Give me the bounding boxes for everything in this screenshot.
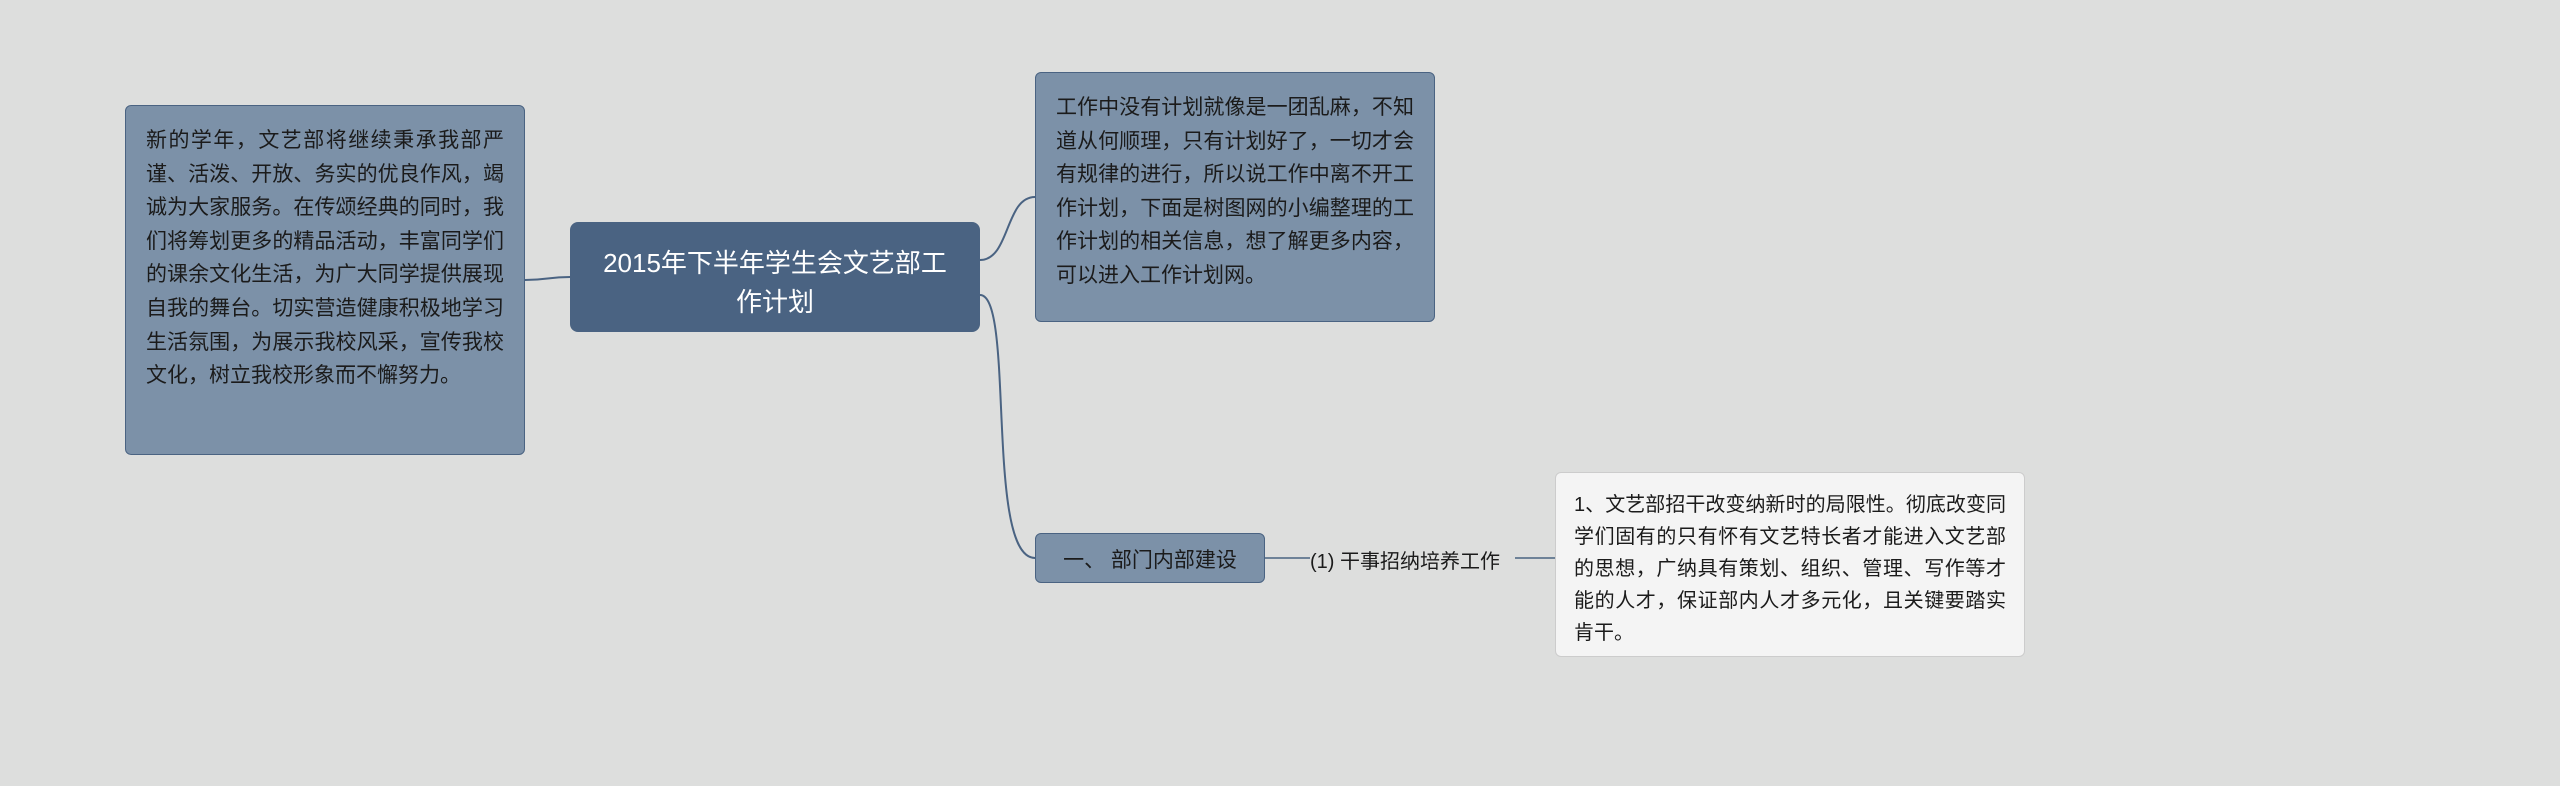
center-text: 2015年下半年学生会文艺部工作计划	[603, 248, 947, 317]
left-box-node: 新的学年，文艺部将继续秉承我部严谨、活泼、开放、务实的优良作风，竭诚为大家服务。…	[125, 105, 525, 455]
leaf-box-text: 1、文艺部招干改变纳新时的局限性。彻底改变同学们固有的只有怀有文艺特长者才能进入…	[1574, 494, 2006, 644]
left-box-text: 新的学年，文艺部将继续秉承我部严谨、活泼、开放、务实的优良作风，竭诚为大家服务。…	[146, 129, 504, 387]
sub-label-text: (1) 干事招纳培养工作	[1310, 551, 1500, 573]
center-node: 2015年下半年学生会文艺部工作计划	[570, 222, 980, 332]
right-box-text: 工作中没有计划就像是一团乱麻，不知道从何顺理，只有计划好了，一切才会有规律的进行…	[1056, 96, 1414, 287]
leaf-box-node: 1、文艺部招干改变纳新时的局限性。彻底改变同学们固有的只有怀有文艺特长者才能进入…	[1555, 472, 2025, 657]
edge	[980, 197, 1035, 260]
section-text: 一、 部门内部建设	[1063, 549, 1237, 572]
section-node: 一、 部门内部建设	[1035, 533, 1265, 583]
edge	[525, 277, 570, 280]
edge	[980, 295, 1035, 558]
sub-label: (1) 干事招纳培养工作	[1310, 545, 1500, 574]
right-box-node: 工作中没有计划就像是一团乱麻，不知道从何顺理，只有计划好了，一切才会有规律的进行…	[1035, 72, 1435, 322]
